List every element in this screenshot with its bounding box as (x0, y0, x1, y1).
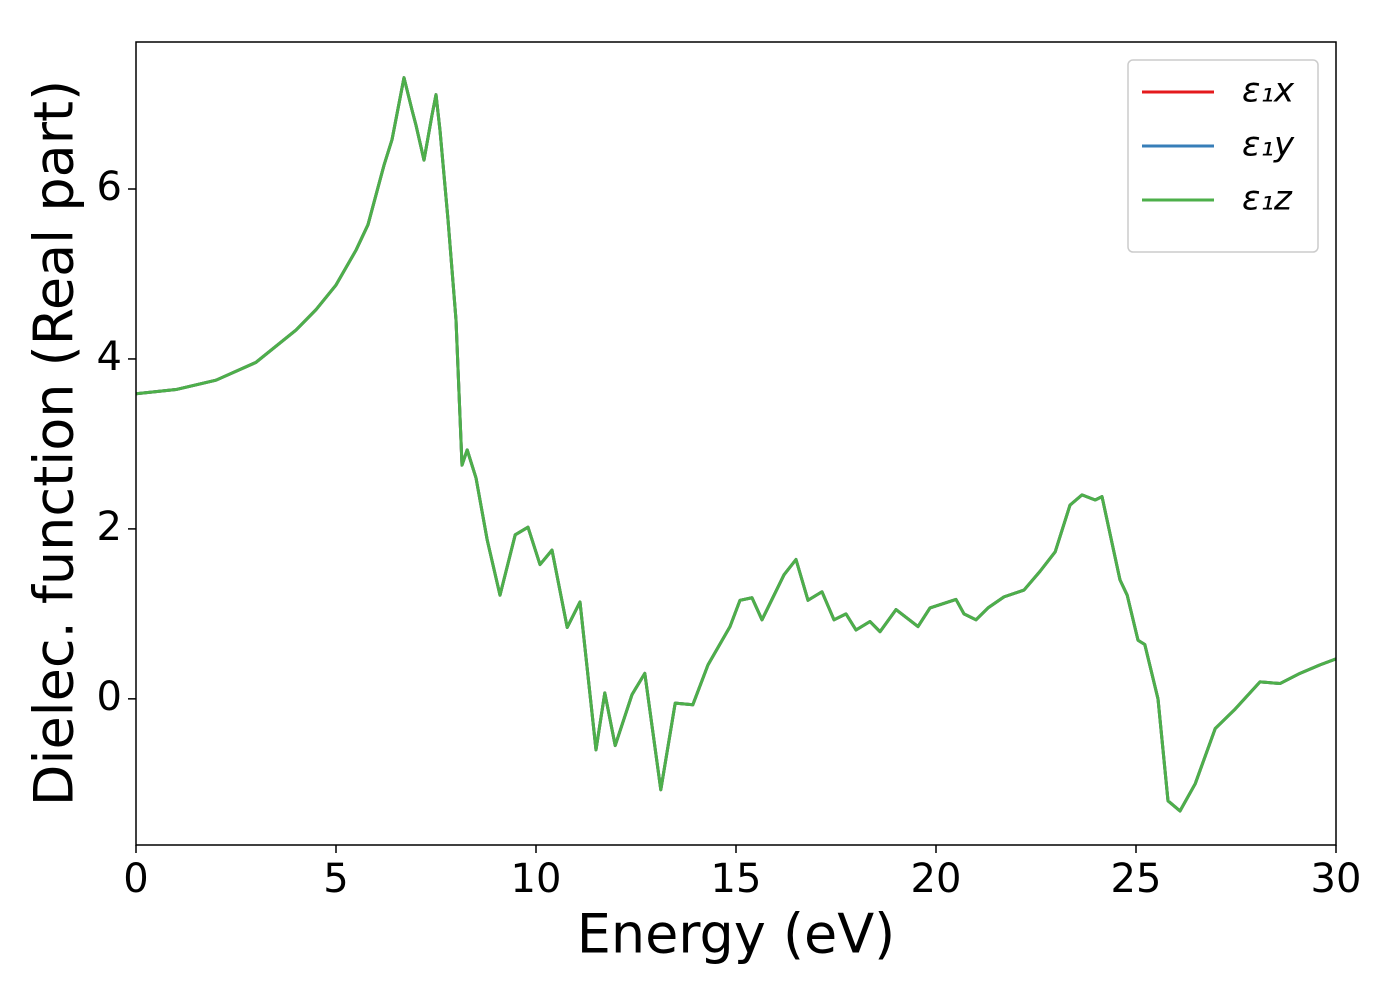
plot-frame (135, 41, 1337, 846)
x-tick-label: 5 (323, 856, 348, 902)
legend-label: ε₁z (1242, 179, 1293, 219)
y-tick-label: 6 (97, 164, 122, 210)
y-tick-label: 4 (97, 334, 122, 380)
legend-label: ε₁x (1242, 71, 1295, 111)
data-line (136, 76, 1336, 813)
x-axis-label: Energy (eV) (577, 903, 896, 966)
x-tick-label: 10 (511, 856, 562, 902)
x-tick-label: 0 (123, 856, 148, 902)
x-tick-label: 20 (911, 856, 962, 902)
y-tick-label: 0 (97, 674, 122, 720)
y-axis-label: Dielec. function (Real part) (23, 80, 86, 806)
legend-label: ε₁y (1242, 125, 1295, 165)
x-tick-label: 30 (1311, 856, 1362, 902)
legend-box (1127, 59, 1319, 253)
x-tick-label: 15 (711, 856, 762, 902)
x-tick-label: 25 (1111, 856, 1162, 902)
y-tick-label: 2 (97, 504, 122, 550)
